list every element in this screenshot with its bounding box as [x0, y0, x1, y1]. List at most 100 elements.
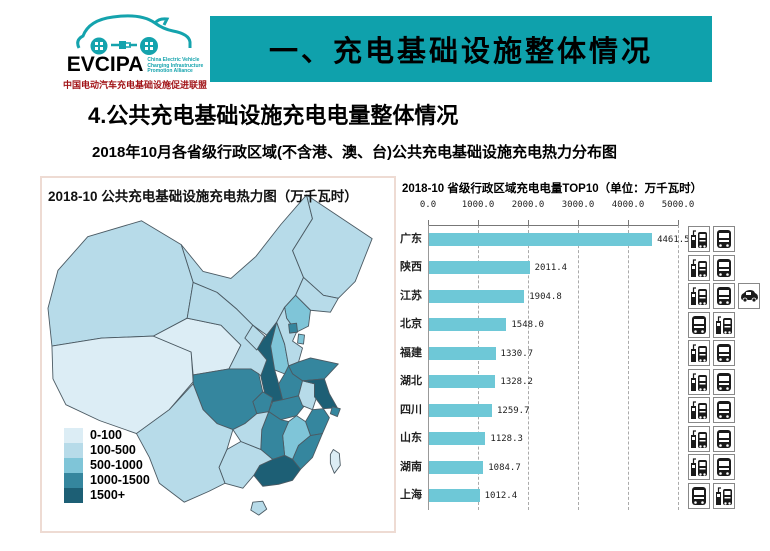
slide-title-banner: 一、充电基础设施整体情况	[210, 16, 712, 82]
map-region	[136, 383, 234, 503]
map-region	[232, 411, 270, 450]
map-region	[329, 449, 341, 474]
bar-value-label: 1084.7	[488, 462, 521, 473]
ev-charger-icon	[688, 283, 710, 310]
bar	[429, 403, 492, 417]
chart-title: 2018-10 省级行政区域充电电量TOP10（单位：万千瓦时）	[402, 183, 703, 195]
axis-tick	[578, 220, 579, 225]
x-tick-label: 3000.0	[561, 200, 595, 210]
bus-icon	[688, 311, 710, 338]
ev-charger-icon	[688, 226, 710, 253]
logo-acronym: EVCIPA	[66, 53, 144, 76]
map-region	[288, 322, 298, 334]
ev-charger-icon	[713, 482, 735, 509]
bar-value-label: 4461.5	[657, 234, 690, 245]
bar	[429, 232, 653, 246]
evcipa-logo: EVCIPA China Electric Vehicle Charging I…	[60, 10, 210, 102]
bar-category-label: 广东	[400, 232, 422, 245]
axis-tick	[628, 220, 629, 225]
heatmap-panel: 2018-10 公共充电基础设施充电热力图（万千瓦时）	[40, 176, 396, 533]
bar-category-label: 江苏	[400, 289, 422, 302]
bar	[429, 289, 525, 303]
x-tick-label: 1000.0	[461, 200, 495, 210]
map-region	[250, 500, 268, 516]
legend-item: 100-500	[64, 443, 150, 458]
legend-swatch	[64, 473, 83, 488]
legend-item: 500-1000	[64, 458, 150, 473]
legend-label: 500-1000	[90, 458, 143, 473]
axis-tick	[428, 220, 429, 225]
logo-chinese-name: 中国电动汽车充电基础设施促进联盟	[62, 80, 207, 90]
bar-category-label: 四川	[400, 403, 422, 416]
axis-tick	[478, 220, 479, 225]
bar	[429, 460, 484, 474]
bus-icon	[713, 397, 735, 424]
legend-swatch	[64, 428, 83, 443]
legend-label: 1500+	[90, 488, 126, 503]
china-choropleth-map	[47, 194, 373, 516]
bus-icon	[713, 254, 735, 281]
bar	[429, 261, 530, 275]
bar-category-label: 山东	[400, 432, 422, 445]
gridline	[578, 225, 579, 510]
x-tick-label: 2000.0	[511, 200, 545, 210]
x-tick-label: 0.0	[419, 200, 437, 210]
map-region	[297, 333, 305, 345]
bar-category-label: 湖南	[400, 460, 422, 473]
x-tick-label: 5000.0	[661, 200, 695, 210]
x-tick-label: 4000.0	[611, 200, 645, 210]
bar-category-label: 陕西	[400, 261, 422, 274]
bar-value-label: 2011.4	[534, 263, 568, 274]
gridline	[478, 225, 479, 510]
bar-value-label: 1328.2	[500, 377, 533, 388]
bus-icon	[713, 454, 735, 481]
bar-value-label: 1330.7	[500, 348, 534, 359]
legend-swatch	[64, 488, 83, 503]
ev-charger-icon	[688, 340, 710, 367]
map-legend: 0-100 100-500 500-1000 1000-1500 1500+	[64, 428, 150, 503]
legend-item: 0-100	[64, 428, 150, 443]
bar-category-label: 湖北	[400, 375, 422, 388]
bar-value-label: 1259.7	[496, 405, 530, 416]
ev-charger-icon	[688, 397, 710, 424]
bar-value-label: 1904.8	[529, 291, 562, 302]
bar-category-label: 上海	[400, 489, 422, 502]
top10-bar-chart: 2018-10 省级行政区域充电电量TOP10（单位：万千瓦时） 0.0 1000…	[400, 176, 770, 542]
sub-heading: 2018年10月各省级行政区域(不含港、澳、台)公共充电基础设施充电热力分布图	[92, 144, 618, 161]
y-axis-line	[428, 225, 429, 510]
bar-value-label: 1128.3	[490, 434, 523, 445]
axis-tick	[528, 220, 529, 225]
logo-english-name: China Electric Vehicle Charging Infrastr…	[147, 56, 204, 75]
map-title: 2018-10 公共充电基础设施充电热力图（万千瓦时）	[48, 189, 358, 204]
map-region	[276, 306, 303, 367]
bus-icon	[713, 226, 735, 253]
ev-car-icon	[76, 14, 192, 56]
bar-category-label: 福建	[400, 346, 422, 359]
gridline	[628, 225, 629, 510]
gridline	[528, 225, 529, 510]
ev-charger-icon	[688, 454, 710, 481]
bus-icon	[713, 283, 735, 310]
bar	[429, 318, 507, 332]
legend-label: 0-100	[90, 428, 122, 443]
x-axis-line	[428, 225, 678, 226]
legend-swatch	[64, 443, 83, 458]
ev-charger-icon	[688, 425, 710, 452]
ev-charger-icon	[688, 368, 710, 395]
section-heading: 4.公共充电基础设施充电电量整体情况	[88, 103, 459, 128]
bar-value-label: 1548.0	[511, 320, 544, 331]
legend-label: 100-500	[90, 443, 136, 458]
ev-charger-icon	[688, 254, 710, 281]
bus-icon	[713, 425, 735, 452]
map-region	[244, 324, 266, 351]
axis-tick	[678, 220, 679, 225]
bar	[429, 432, 486, 446]
bar-value-label: 1012.4	[484, 491, 518, 502]
slide-title: 一、充电基础设施整体情况	[268, 36, 653, 68]
bar-category-label: 北京	[400, 318, 422, 331]
car-icon	[738, 283, 760, 310]
bus-icon	[713, 368, 735, 395]
bar	[429, 489, 480, 503]
legend-item: 1000-1500	[64, 473, 150, 488]
